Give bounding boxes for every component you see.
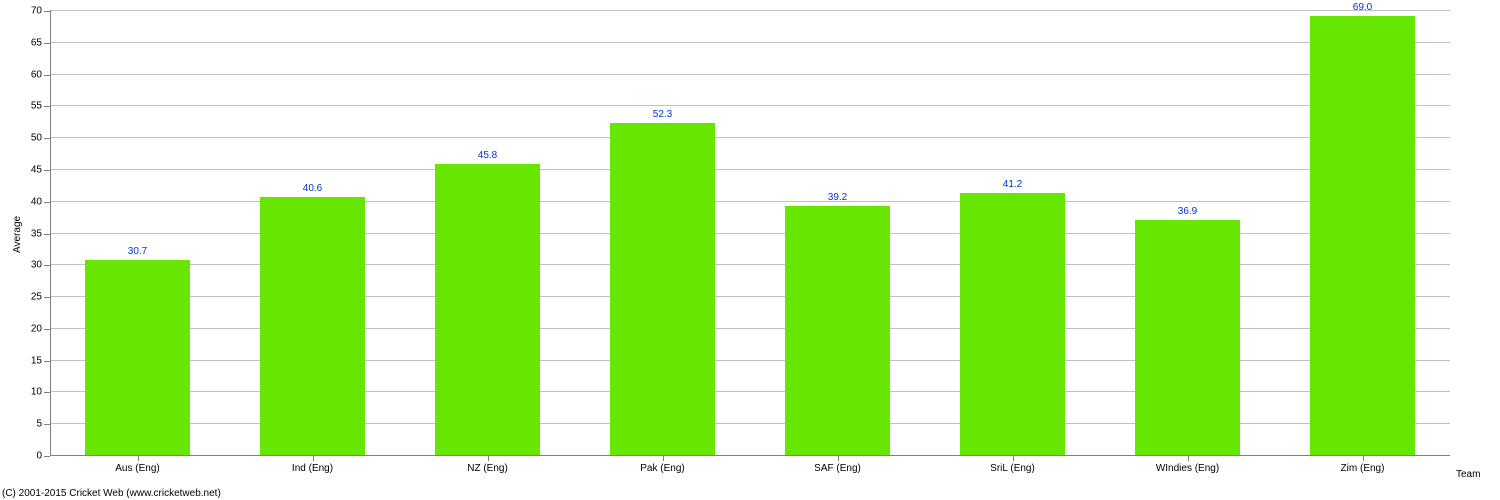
- y-tick-label: 70: [31, 6, 50, 17]
- y-tick-label: 55: [31, 101, 50, 112]
- x-tick-label: Aus (Eng): [115, 455, 159, 474]
- y-tick-label: 30: [31, 260, 50, 271]
- bar: 69.0: [1310, 16, 1415, 455]
- bar: 52.3: [610, 123, 715, 455]
- y-tick-label: 45: [31, 164, 50, 175]
- y-tick-label: 5: [36, 419, 50, 430]
- y-tick-label: 40: [31, 196, 50, 207]
- y-tick-label: 0: [36, 451, 50, 462]
- bar-value-label: 52.3: [653, 109, 672, 124]
- x-tick-label: SAF (Eng): [814, 455, 861, 474]
- y-axis-title: Average: [12, 215, 23, 252]
- plot-area: 051015202530354045505560657030.7Aus (Eng…: [50, 10, 1450, 455]
- bar: 45.8: [435, 164, 540, 455]
- bar-slot: 52.3Pak (Eng): [575, 10, 750, 455]
- bar-value-label: 36.9: [1178, 206, 1197, 221]
- y-tick-label: 25: [31, 292, 50, 303]
- bar: 39.2: [785, 206, 890, 455]
- bar-value-label: 39.2: [828, 192, 847, 207]
- x-tick-label: SriL (Eng): [990, 455, 1035, 474]
- bar-value-label: 40.6: [303, 183, 322, 198]
- chart-container: 051015202530354045505560657030.7Aus (Eng…: [0, 0, 1500, 500]
- x-tick-label: Ind (Eng): [292, 455, 333, 474]
- bar-slot: 39.2SAF (Eng): [750, 10, 925, 455]
- x-tick-label: NZ (Eng): [467, 455, 508, 474]
- x-tick-label: Pak (Eng): [640, 455, 684, 474]
- copyright-text: (C) 2001-2015 Cricket Web (www.cricketwe…: [2, 488, 221, 499]
- bar-slot: 69.0Zim (Eng): [1275, 10, 1450, 455]
- y-tick-label: 60: [31, 69, 50, 80]
- bar: 36.9: [1135, 220, 1240, 455]
- y-tick-label: 65: [31, 37, 50, 48]
- gridline: 0: [50, 455, 1450, 456]
- bar: 40.6: [260, 197, 365, 455]
- bar-value-label: 69.0: [1353, 2, 1372, 17]
- y-tick-label: 50: [31, 133, 50, 144]
- bar-value-label: 45.8: [478, 150, 497, 165]
- bar: 30.7: [85, 260, 190, 455]
- bar-slot: 45.8NZ (Eng): [400, 10, 575, 455]
- y-tick-label: 10: [31, 387, 50, 398]
- bar-slot: 40.6Ind (Eng): [225, 10, 400, 455]
- y-tick-label: 20: [31, 323, 50, 334]
- bar-slot: 36.9WIndies (Eng): [1100, 10, 1275, 455]
- bar: 41.2: [960, 193, 1065, 455]
- y-tick-label: 35: [31, 228, 50, 239]
- bar-value-label: 30.7: [128, 246, 147, 261]
- x-axis-title: Team: [1456, 469, 1480, 480]
- x-tick-label: Zim (Eng): [1341, 455, 1385, 474]
- bar-slot: 30.7Aus (Eng): [50, 10, 225, 455]
- bar-slot: 41.2SriL (Eng): [925, 10, 1100, 455]
- y-tick-label: 15: [31, 355, 50, 366]
- x-tick-label: WIndies (Eng): [1156, 455, 1219, 474]
- bar-value-label: 41.2: [1003, 179, 1022, 194]
